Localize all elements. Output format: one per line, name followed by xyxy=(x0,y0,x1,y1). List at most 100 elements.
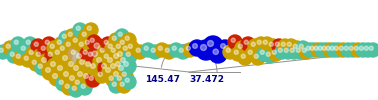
Circle shape xyxy=(165,48,169,52)
Circle shape xyxy=(101,37,115,51)
Circle shape xyxy=(47,58,63,74)
Circle shape xyxy=(70,35,84,49)
Circle shape xyxy=(117,76,121,80)
Circle shape xyxy=(110,50,126,66)
Circle shape xyxy=(29,50,33,54)
Circle shape xyxy=(71,50,75,54)
Circle shape xyxy=(327,43,341,57)
Circle shape xyxy=(238,51,252,65)
Circle shape xyxy=(307,43,321,57)
Circle shape xyxy=(287,42,291,46)
Circle shape xyxy=(221,44,225,48)
Circle shape xyxy=(102,64,106,68)
Circle shape xyxy=(66,42,70,46)
Text: 37.472: 37.472 xyxy=(189,76,225,84)
Circle shape xyxy=(114,54,118,58)
Circle shape xyxy=(359,46,363,50)
Circle shape xyxy=(92,51,98,56)
Circle shape xyxy=(105,41,119,55)
Circle shape xyxy=(90,39,108,57)
Circle shape xyxy=(10,52,14,56)
Circle shape xyxy=(260,37,274,51)
Circle shape xyxy=(72,86,76,90)
Circle shape xyxy=(238,44,242,48)
Circle shape xyxy=(87,35,101,49)
Circle shape xyxy=(97,58,101,62)
Circle shape xyxy=(172,46,177,50)
Circle shape xyxy=(45,40,50,44)
Circle shape xyxy=(151,48,155,52)
Circle shape xyxy=(116,44,120,48)
Circle shape xyxy=(226,48,230,52)
Circle shape xyxy=(217,40,233,56)
Circle shape xyxy=(80,70,96,86)
Circle shape xyxy=(148,45,162,59)
Circle shape xyxy=(234,50,239,54)
Circle shape xyxy=(117,37,131,51)
Circle shape xyxy=(189,40,205,56)
Circle shape xyxy=(74,66,78,70)
Circle shape xyxy=(116,62,121,66)
Circle shape xyxy=(284,39,298,53)
Circle shape xyxy=(266,52,270,56)
Circle shape xyxy=(299,45,313,59)
Circle shape xyxy=(35,61,49,75)
Circle shape xyxy=(65,84,69,88)
Circle shape xyxy=(64,72,68,76)
Circle shape xyxy=(125,78,129,82)
Circle shape xyxy=(75,80,79,84)
Circle shape xyxy=(59,52,75,68)
Circle shape xyxy=(70,62,86,78)
Circle shape xyxy=(68,62,73,66)
Circle shape xyxy=(21,53,35,67)
Circle shape xyxy=(101,51,115,65)
Circle shape xyxy=(351,43,365,57)
Circle shape xyxy=(3,41,17,55)
Circle shape xyxy=(109,33,123,47)
Circle shape xyxy=(95,69,109,83)
Circle shape xyxy=(122,72,126,76)
Circle shape xyxy=(281,42,285,46)
Circle shape xyxy=(65,58,81,74)
Circle shape xyxy=(334,46,338,50)
Circle shape xyxy=(120,40,124,44)
Circle shape xyxy=(63,39,77,53)
Circle shape xyxy=(257,47,271,61)
Circle shape xyxy=(125,41,139,55)
Circle shape xyxy=(115,62,131,78)
Circle shape xyxy=(46,68,50,72)
Circle shape xyxy=(49,70,65,86)
Circle shape xyxy=(128,44,132,48)
Circle shape xyxy=(70,76,74,80)
Circle shape xyxy=(369,46,373,50)
Circle shape xyxy=(203,36,223,56)
Circle shape xyxy=(287,45,301,59)
Circle shape xyxy=(118,32,122,36)
Circle shape xyxy=(86,73,100,87)
Circle shape xyxy=(112,82,116,86)
Circle shape xyxy=(45,49,59,63)
Circle shape xyxy=(80,47,94,61)
Circle shape xyxy=(120,58,136,74)
Circle shape xyxy=(82,32,86,36)
Circle shape xyxy=(104,54,108,58)
Circle shape xyxy=(60,68,76,84)
Circle shape xyxy=(91,64,95,68)
Circle shape xyxy=(235,41,249,55)
Circle shape xyxy=(272,39,286,53)
Circle shape xyxy=(125,36,129,40)
Circle shape xyxy=(48,52,52,56)
Circle shape xyxy=(315,43,329,57)
Circle shape xyxy=(366,43,378,57)
Circle shape xyxy=(24,56,28,60)
Circle shape xyxy=(245,47,259,61)
Circle shape xyxy=(108,58,112,62)
Circle shape xyxy=(200,44,206,50)
Circle shape xyxy=(254,37,268,51)
Circle shape xyxy=(65,29,79,43)
Circle shape xyxy=(0,48,3,52)
Circle shape xyxy=(117,54,133,70)
Circle shape xyxy=(38,54,54,70)
Circle shape xyxy=(284,48,288,52)
Circle shape xyxy=(322,46,326,50)
